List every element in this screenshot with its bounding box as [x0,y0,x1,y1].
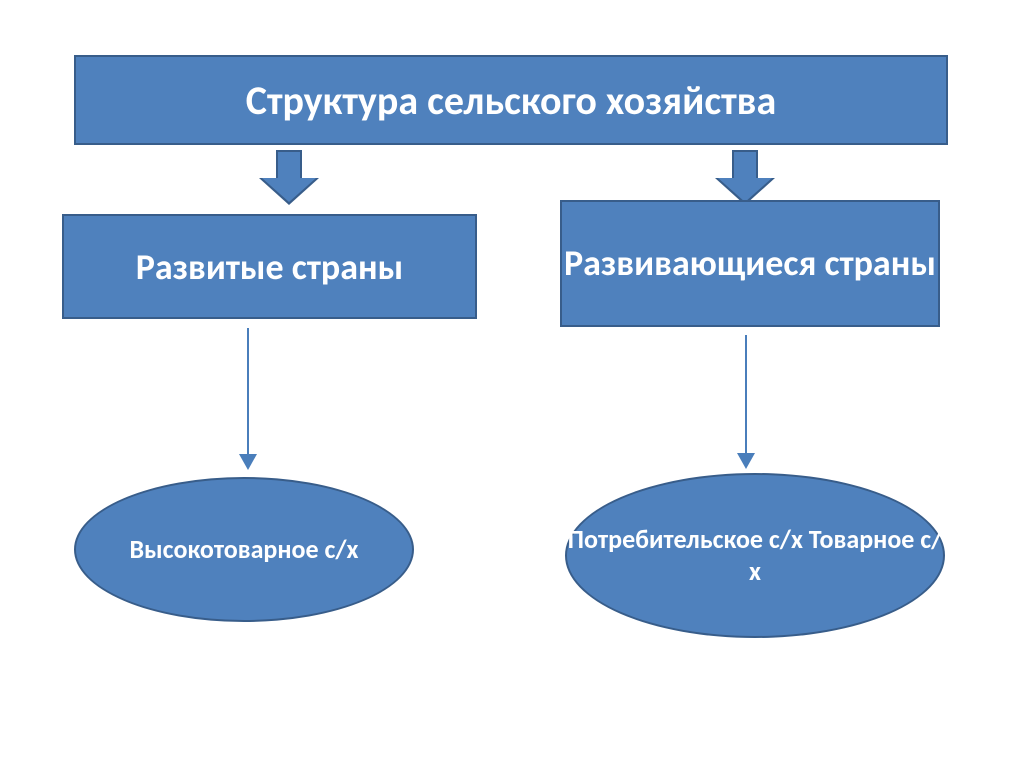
block-arrow-left [259,150,319,205]
title-text: Структура сельского хозяйства [246,76,776,125]
line-arrow-left [247,328,249,456]
line-arrow-right [745,335,747,455]
block-arrow-right [715,150,775,205]
high-commodity-ellipse: Высокотоварное с/х [74,477,414,622]
consumer-commodity-text: Потребительское с/х Товарное с/х [567,524,943,586]
developing-countries-box: Развивающиеся страны [560,200,940,327]
high-commodity-text: Высокотоварное с/х [130,534,359,565]
title-box: Структура сельского хозяйства [74,55,948,145]
developed-countries-box: Развитые страны [62,214,477,319]
developing-countries-text: Развивающиеся страны [564,243,936,284]
consumer-commodity-ellipse: Потребительское с/х Товарное с/х [565,473,945,638]
developed-countries-text: Развитые страны [136,245,404,289]
